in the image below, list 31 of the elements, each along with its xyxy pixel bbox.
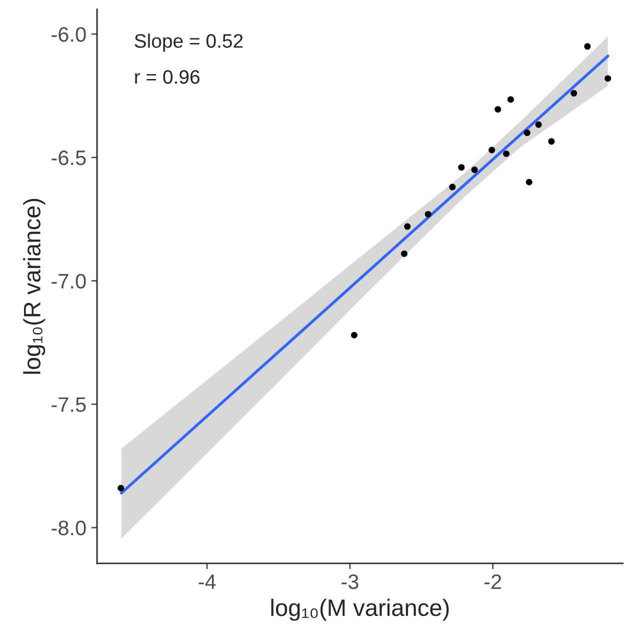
x-tick-label: -2 [484, 574, 502, 589]
point [604, 75, 612, 82]
point [400, 250, 408, 257]
y-tick-label: -6.5 [52, 150, 86, 166]
y-tick-label: -6.0 [52, 27, 86, 42]
y-tick-label: -8.0 [52, 520, 86, 536]
point [449, 184, 456, 190]
y-axis-title: log₁₀(R variance) [23, 198, 46, 374]
point [471, 166, 478, 174]
point [488, 146, 496, 154]
point [503, 150, 510, 158]
point [584, 43, 591, 50]
point [494, 106, 502, 113]
point [458, 164, 465, 171]
point [424, 210, 432, 218]
point [507, 96, 514, 103]
point [535, 121, 542, 128]
y-tick-label: -7.0 [52, 274, 86, 289]
point [404, 223, 411, 230]
point [118, 484, 124, 492]
x-axis-title: log₁₀(M variance) [271, 598, 449, 621]
x-tick-label: -4 [198, 574, 216, 589]
point [526, 178, 532, 186]
y-tick-label: -7.5 [52, 397, 86, 412]
x-tick-label: -3 [342, 574, 358, 590]
point [548, 138, 555, 145]
annotation: Slope = 0.52 [134, 34, 243, 52]
point [350, 332, 358, 338]
point [524, 130, 530, 136]
point [570, 90, 578, 97]
annotation: r = 0.96 [135, 70, 200, 84]
